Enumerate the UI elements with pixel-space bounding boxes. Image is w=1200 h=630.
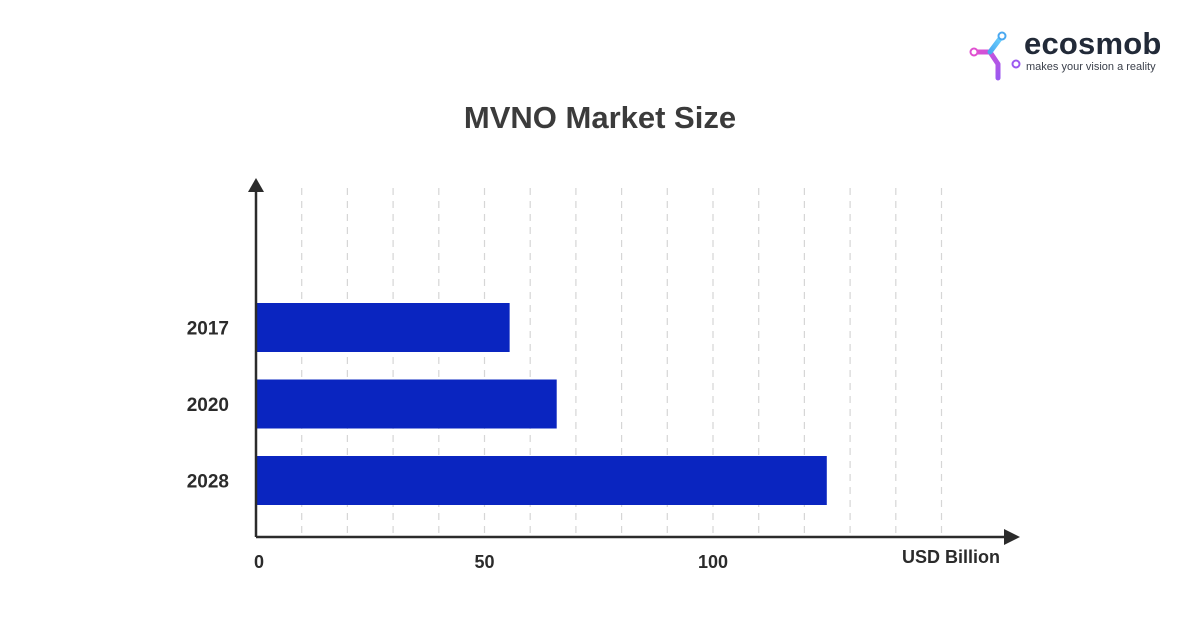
ecosmob-logo-icon <box>969 31 1021 81</box>
bar-2020 <box>256 379 557 429</box>
chart-title: MVNO Market Size <box>463 100 737 135</box>
category-label-2028: 2028 <box>187 472 229 493</box>
x-axis-arrow <box>1004 529 1020 545</box>
x-tick-label-0: 0 <box>254 552 264 572</box>
y-axis-arrow <box>248 178 264 192</box>
brand-name: ecosmob <box>1024 26 1162 61</box>
brand-logo: ecosmob makes your vision a reality <box>968 26 1173 84</box>
bar-2017 <box>256 303 510 352</box>
category-label-2020: 2020 <box>187 395 229 416</box>
labels: USD Billion 2017 2020 2028 0 50 100 <box>187 319 1000 573</box>
x-axis-label: USD Billion <box>902 547 1000 567</box>
bar-2028 <box>256 456 827 505</box>
category-label-2017: 2017 <box>187 319 229 340</box>
axes <box>248 178 1020 545</box>
bars <box>256 303 827 505</box>
x-tick-label-100: 100 <box>698 552 728 572</box>
x-tick-label-50: 50 <box>474 552 494 572</box>
brand-tagline: makes your vision a reality <box>1026 61 1156 73</box>
